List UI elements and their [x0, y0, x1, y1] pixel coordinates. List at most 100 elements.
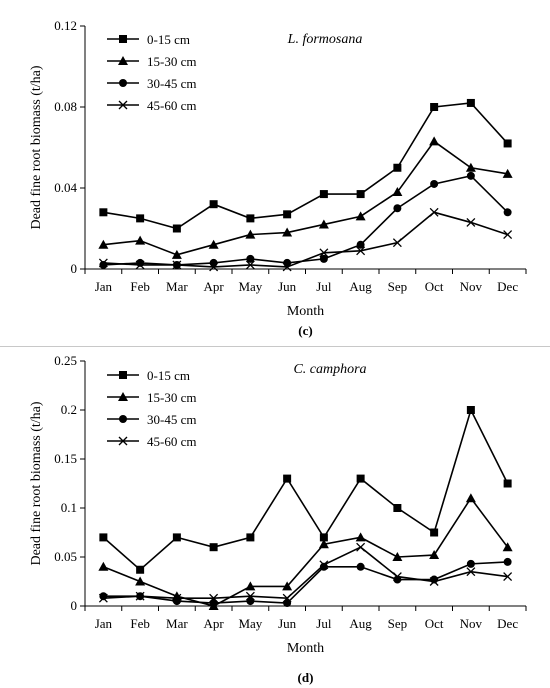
x-tick-label: Aug [349, 616, 372, 631]
data-point [98, 593, 108, 603]
chart-panel-d: 0 0.05 0.1 0.15 0.2 0.25 Jan Feb Mar Apr May Jun Jul… [29, 353, 527, 685]
legend-label: 0-15 cm [147, 32, 190, 47]
series-line [103, 496, 509, 607]
panel-label: (c) [298, 323, 312, 338]
data-point [135, 235, 146, 245]
data-point [503, 479, 512, 488]
series-line [103, 546, 508, 599]
data-point [99, 208, 108, 217]
data-point [465, 162, 476, 172]
y-axis-label: Dead fine root biomass (t/ha) [29, 401, 44, 565]
data-point [135, 591, 145, 601]
data-point [393, 504, 402, 512]
data-point [319, 533, 328, 542]
data-point [393, 163, 402, 172]
series-0-15cm [99, 98, 512, 233]
data-point [171, 249, 182, 259]
data-point [430, 528, 439, 537]
data-point [502, 542, 513, 552]
data-point [355, 532, 366, 542]
legend-marker [119, 35, 127, 43]
y-tick-label: 0.2 [61, 402, 77, 417]
data-point [283, 474, 292, 483]
y-tick-label: 0.04 [54, 180, 77, 195]
chart-panel-c: 0 0.04 0.08 0.12 Jan Feb Mar Apr May Jun Jul Aug Sep… [29, 18, 527, 338]
y-tick-label: 0.05 [54, 549, 77, 564]
data-point [246, 214, 255, 223]
data-point [318, 539, 329, 549]
series-line [103, 174, 509, 266]
y-tick-label: 0.12 [54, 18, 77, 33]
data-point [430, 179, 439, 188]
y-tick-label: 0.25 [54, 353, 77, 368]
data-point [356, 240, 365, 249]
data-point [283, 210, 292, 219]
y-axis-label: Dead fine root biomass (t/ha) [29, 65, 44, 229]
chart-title: C. camphora [293, 362, 366, 377]
x-tick-label: Jan [95, 616, 113, 631]
x-tick-label: Sep [388, 279, 408, 294]
data-point [392, 552, 403, 561]
legend-label: 15-30 cm [147, 390, 196, 405]
data-point [246, 533, 255, 542]
data-point [209, 258, 218, 267]
data-point [466, 217, 476, 227]
data-point [466, 171, 475, 180]
legend-marker [119, 415, 127, 423]
data-point [172, 224, 181, 233]
x-axis-label: Month [287, 641, 324, 656]
x-tick-label: Apr [204, 616, 225, 631]
data-point [466, 567, 476, 577]
x-tick-label: Oct [425, 616, 444, 631]
series-0-15cm [99, 406, 512, 574]
data-point [319, 254, 328, 263]
series-45-60cm [98, 207, 513, 272]
data-point [429, 136, 440, 146]
x-tick-label: Apr [204, 279, 225, 294]
panel-divider [0, 346, 550, 347]
y-tick-label: 0 [71, 261, 78, 276]
x-tick-label: Nov [460, 279, 483, 294]
x-tick-label: Jun [278, 279, 297, 294]
x-tick-label: Oct [425, 279, 444, 294]
data-point [319, 562, 328, 571]
x-tick-label: Jan [95, 279, 113, 294]
data-point [466, 406, 475, 414]
data-point [136, 214, 145, 223]
x-tick-label: Feb [130, 279, 150, 294]
x-tick-label: Aug [349, 279, 372, 294]
data-point [503, 230, 513, 240]
data-point [245, 260, 255, 270]
data-point [245, 581, 256, 591]
data-point [392, 238, 402, 248]
data-point [209, 200, 218, 209]
data-point [465, 493, 476, 503]
data-point [503, 572, 513, 582]
data-point [393, 204, 402, 213]
legend-item: 30-45 cm [107, 412, 196, 427]
data-point [172, 597, 181, 606]
legend-item: 30-45 cm [107, 76, 196, 91]
x-tick-label: Dec [497, 616, 518, 631]
data-point [99, 533, 108, 542]
x-axis-label: Month [287, 304, 324, 319]
data-point [466, 98, 475, 107]
data-point [355, 211, 366, 221]
data-point [136, 565, 145, 574]
series-line [103, 211, 508, 268]
data-point [98, 258, 108, 268]
x-tick-label: Jul [316, 616, 332, 631]
data-point [98, 561, 109, 571]
legend-marker [118, 56, 128, 65]
data-point [282, 262, 292, 272]
x-tick-label: Nov [460, 616, 483, 631]
data-point [356, 474, 365, 483]
x-tick-label: Mar [166, 279, 188, 294]
series-line [103, 102, 509, 230]
y-tick-label: 0.1 [61, 500, 77, 515]
data-point [282, 581, 293, 591]
legend-marker [119, 371, 127, 379]
series-line [102, 407, 509, 571]
x-tick-label: Sep [388, 616, 408, 631]
data-point [135, 260, 145, 270]
